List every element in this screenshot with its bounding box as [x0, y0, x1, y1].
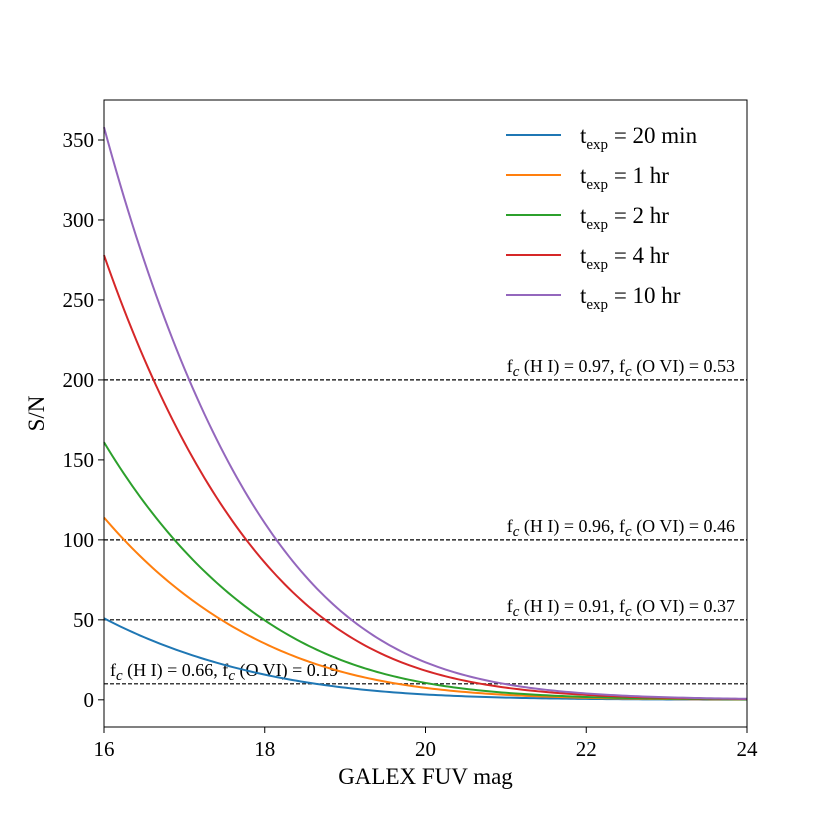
legend-label-5: texp = 10 hr [580, 283, 681, 313]
series-line-4 [103, 254, 748, 701]
series-line-5 [103, 126, 748, 700]
threshold-annotation: fc (H I) = 0.97, fc (O VI) = 0.53 [507, 356, 735, 380]
threshold-annotation: fc (H I) = 0.96, fc (O VI) = 0.46 [507, 516, 735, 540]
x-tick-label: 18 [254, 737, 275, 761]
threshold-annotation: fc (H I) = 0.66, fc (O VI) = 0.19 [110, 660, 338, 684]
y-tick-label: 100 [63, 528, 95, 552]
legend-label-1: texp = 20 min [580, 123, 698, 153]
threshold-lines: fc (H I) = 0.97, fc (O VI) = 0.53 fc (H I… [104, 356, 747, 685]
plot-frame [103, 99, 748, 728]
y-tick-label: 350 [63, 128, 95, 152]
legend-label-3: texp = 2 hr [580, 203, 669, 233]
y-axis-label: S/N [24, 395, 49, 431]
x-tick-label: 24 [737, 737, 759, 761]
legend-label-2: texp = 1 hr [580, 163, 669, 193]
y-tick-label: 200 [63, 368, 95, 392]
y-tick-label: 0 [84, 688, 95, 712]
x-axis-label: GALEX FUV mag [338, 764, 513, 789]
x-tick-label: 20 [415, 737, 436, 761]
y-tick-label: 150 [63, 448, 95, 472]
threshold-annotation: fc (H I) = 0.91, fc (O VI) = 0.37 [507, 596, 735, 620]
x-tick-label: 16 [94, 737, 115, 761]
series-curves [103, 126, 748, 701]
series-line-3 [103, 441, 748, 701]
legend-label-4: texp = 4 hr [580, 243, 669, 273]
legend: texp = 20 min texp = 1 hr texp = 2 hr texp … [506, 123, 698, 313]
x-axis-ticks: 16 18 20 22 24 [94, 727, 759, 761]
y-tick-label: 250 [63, 288, 95, 312]
y-axis-ticks: 0 50 100 150 200 250 300 350 [63, 128, 104, 712]
y-tick-label: 50 [73, 608, 94, 632]
y-tick-label: 300 [63, 208, 95, 232]
x-tick-label: 22 [576, 737, 597, 761]
